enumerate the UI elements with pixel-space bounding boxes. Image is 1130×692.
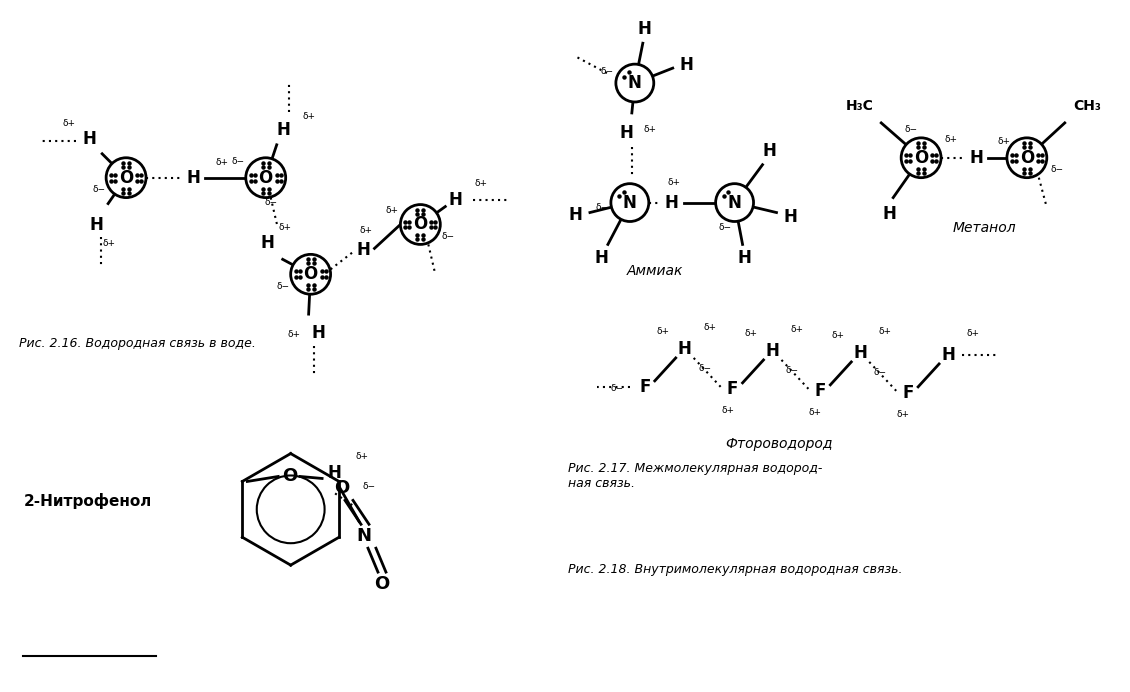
Text: δ−: δ− — [596, 203, 608, 212]
Text: δ+: δ+ — [278, 223, 292, 232]
Text: δ+: δ+ — [103, 239, 115, 248]
Text: H: H — [620, 124, 634, 142]
Text: δ−: δ− — [442, 232, 454, 241]
Text: O: O — [414, 215, 427, 233]
Text: O: O — [914, 149, 928, 167]
Text: H: H — [186, 169, 201, 187]
Text: H: H — [763, 142, 776, 160]
Text: δ+: δ+ — [998, 137, 1010, 146]
Text: δ−: δ− — [698, 365, 711, 374]
Text: H: H — [357, 242, 371, 260]
Text: Рис. 2.16. Водородная связь в воде.: Рис. 2.16. Водородная связь в воде. — [19, 337, 257, 350]
Text: H: H — [883, 205, 896, 223]
Text: δ+: δ+ — [879, 327, 892, 336]
Text: H: H — [596, 249, 609, 267]
Text: δ+: δ+ — [360, 226, 373, 235]
Text: H: H — [568, 206, 582, 224]
Text: O: O — [119, 169, 133, 187]
Text: H: H — [327, 464, 341, 482]
Text: N: N — [728, 194, 741, 212]
Text: Рис. 2.18. Внутримолекулярная водородная связь.: Рис. 2.18. Внутримолекулярная водородная… — [568, 563, 903, 576]
Text: δ−: δ− — [786, 366, 799, 375]
Text: H: H — [970, 149, 983, 167]
Text: O: O — [374, 575, 390, 593]
Text: H: H — [82, 130, 96, 148]
Text: δ+: δ+ — [63, 120, 76, 129]
Text: H: H — [277, 121, 290, 139]
Text: H: H — [738, 249, 751, 267]
Text: δ−: δ− — [873, 368, 887, 377]
Text: δ+: δ+ — [657, 327, 669, 336]
Circle shape — [106, 158, 146, 198]
Text: δ+: δ+ — [216, 158, 228, 167]
Text: δ+: δ+ — [966, 329, 980, 338]
Text: Аммиак: Аммиак — [627, 264, 683, 278]
Text: H: H — [853, 344, 867, 362]
Text: δ+: δ+ — [809, 408, 822, 417]
Text: N: N — [623, 194, 637, 212]
Text: δ+: δ+ — [643, 125, 657, 134]
Text: δ+: δ+ — [945, 136, 957, 145]
Text: δ+: δ+ — [897, 410, 910, 419]
Text: F: F — [640, 378, 651, 396]
Circle shape — [290, 255, 331, 294]
Text: H: H — [449, 190, 462, 208]
Text: O: O — [334, 480, 349, 498]
Text: δ+: δ+ — [356, 452, 368, 461]
Text: H: H — [261, 235, 275, 253]
Text: Фтороводород: Фтороводород — [725, 437, 833, 450]
Text: δ+: δ+ — [832, 331, 845, 340]
Text: δ+: δ+ — [386, 206, 399, 215]
Text: O: O — [304, 265, 318, 283]
Text: δ−: δ− — [363, 482, 375, 491]
Text: 2-Нитрофенол: 2-Нитрофенол — [24, 493, 151, 509]
Text: H: H — [312, 324, 325, 342]
Circle shape — [715, 183, 754, 221]
Circle shape — [901, 138, 941, 178]
Text: δ−: δ− — [600, 66, 614, 75]
Text: F: F — [727, 380, 738, 398]
Text: δ−: δ− — [93, 185, 105, 194]
Text: H: H — [637, 20, 652, 38]
Text: δ−: δ− — [264, 198, 277, 207]
Circle shape — [616, 64, 654, 102]
Circle shape — [1007, 138, 1046, 178]
Text: δ+: δ+ — [791, 325, 803, 334]
Text: H: H — [765, 342, 780, 360]
Text: δ+: δ+ — [703, 322, 716, 331]
Text: δ−: δ− — [232, 157, 244, 166]
Text: N: N — [628, 74, 642, 92]
Text: δ+: δ+ — [744, 329, 757, 338]
Text: H: H — [680, 56, 694, 74]
Text: δ+: δ+ — [302, 112, 315, 121]
Text: Метанол: Метанол — [953, 221, 1016, 235]
Circle shape — [611, 183, 649, 221]
Text: δ+: δ+ — [667, 178, 680, 187]
Text: δ+: δ+ — [287, 329, 301, 338]
Text: Рис. 2.17. Межмолекулярная водород-
ная связь.: Рис. 2.17. Межмолекулярная водород- ная … — [568, 462, 823, 489]
Text: δ−: δ− — [1050, 165, 1063, 174]
Text: δ−: δ− — [610, 384, 624, 393]
Text: H₃C: H₃C — [845, 99, 873, 113]
Text: O: O — [259, 169, 272, 187]
Text: H: H — [89, 217, 103, 235]
Text: δ+: δ+ — [475, 179, 488, 188]
Text: H: H — [941, 346, 955, 364]
Text: δ−: δ− — [905, 125, 918, 134]
Text: H: H — [783, 208, 798, 226]
Text: H: H — [678, 340, 692, 358]
Text: F: F — [903, 384, 914, 402]
Circle shape — [246, 158, 286, 198]
Text: CH₃: CH₃ — [1072, 99, 1101, 113]
Text: H: H — [664, 194, 679, 212]
Text: O: O — [1019, 149, 1034, 167]
Text: δ−: δ− — [718, 223, 731, 232]
Circle shape — [400, 205, 441, 244]
Text: δ+: δ+ — [721, 406, 735, 415]
Text: N: N — [356, 527, 372, 545]
Text: O: O — [282, 468, 298, 486]
Text: F: F — [815, 382, 826, 400]
Text: δ−: δ− — [276, 282, 289, 291]
